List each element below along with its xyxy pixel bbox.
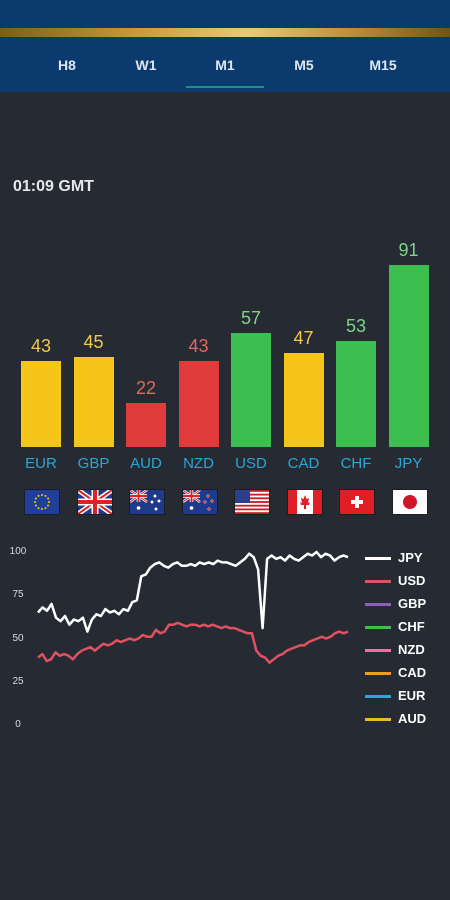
- bar-gbp: [73, 357, 114, 447]
- series-line-jpy: [37, 550, 349, 633]
- strength-line-chart: [37, 550, 349, 664]
- tab-w1[interactable]: W1: [135, 57, 157, 73]
- bar-chf: [336, 341, 376, 447]
- tab-m[interactable]: M: [416, 50, 450, 90]
- bar-label-eur: EUR: [25, 455, 57, 472]
- switzerland-flag-icon[interactable]: [339, 489, 375, 515]
- new-zealand-flag-icon[interactable]: [181, 489, 218, 515]
- legend-item-cad[interactable]: CAD: [365, 663, 445, 683]
- bar-value-cad: 47: [293, 328, 314, 348]
- tab-m1[interactable]: M1: [186, 50, 264, 90]
- bar-label-gbp: GBP: [77, 455, 110, 472]
- legend-label: NZD: [398, 642, 425, 657]
- uk-flag-icon[interactable]: [76, 489, 113, 515]
- legend-swatch: [365, 672, 391, 675]
- bar-eur: [21, 361, 61, 447]
- japan-flag-icon[interactable]: [391, 489, 428, 515]
- y-tick-label: 25: [12, 675, 24, 687]
- canada-flag-icon[interactable]: [286, 489, 323, 515]
- legend-item-usd[interactable]: USD: [365, 571, 445, 591]
- y-tick-label: 50: [12, 632, 24, 644]
- gold-accent-stripe: [0, 28, 450, 37]
- legend-swatch: [365, 626, 391, 629]
- bar-label-cad: CAD: [287, 455, 320, 472]
- bar-nzd: [178, 361, 219, 447]
- y-tick-label: 0: [15, 719, 21, 730]
- tab-h8[interactable]: H8: [58, 57, 76, 73]
- legend-item-jpy[interactable]: JPY: [365, 548, 445, 568]
- bar-usd: [231, 333, 271, 447]
- legend-swatch: [365, 718, 391, 721]
- bar-label-aud: AUD: [130, 455, 162, 472]
- legend-item-aud[interactable]: AUD: [365, 709, 445, 729]
- bar-value-gbp: 45: [83, 332, 104, 352]
- bar-value-nzd: 43: [188, 336, 209, 356]
- bar-value-usd: 57: [240, 308, 262, 328]
- legend-label: CAD: [398, 665, 427, 680]
- y-tick-label: 75: [12, 589, 24, 601]
- eu-flag-icon[interactable]: [24, 489, 60, 515]
- y-tick-label: 100: [9, 546, 27, 557]
- legend-item-eur[interactable]: EUR: [365, 686, 445, 706]
- legend-swatch: [365, 649, 391, 652]
- legend-label: CHF: [398, 619, 425, 634]
- legend-item-chf[interactable]: CHF: [365, 617, 445, 637]
- legend-label: EUR: [398, 688, 426, 703]
- bar-jpy: [388, 265, 429, 447]
- legend-swatch: [365, 695, 391, 698]
- legend-swatch: [365, 557, 391, 560]
- time-label: 01:09 GMT: [13, 178, 94, 195]
- legend-swatch: [365, 580, 391, 583]
- bar-value-eur: 43: [30, 336, 52, 356]
- legend-swatch: [365, 603, 391, 606]
- tab-m5[interactable]: M5: [294, 57, 314, 73]
- usa-flag-icon[interactable]: [234, 489, 270, 515]
- bar-value-chf: 53: [345, 316, 367, 336]
- legend-label: GBP: [398, 596, 427, 611]
- timeframe-tabs: H8 W1 M1 M5 M15 M: [0, 50, 450, 90]
- legend-label: AUD: [398, 711, 427, 726]
- tab-m15[interactable]: M15: [369, 57, 397, 73]
- bar-aud: [126, 403, 166, 447]
- bar-value-aud: 22: [135, 378, 157, 398]
- legend-label: USD: [398, 573, 426, 588]
- app-header: H8 W1 M1 M5 M15 M: [0, 0, 450, 92]
- series-line-usd: [37, 621, 349, 664]
- legend-label: JPY: [398, 550, 423, 565]
- bar-value-jpy: 91: [398, 240, 419, 260]
- legend-item-gbp[interactable]: GBP: [365, 594, 445, 614]
- bar-cad: [283, 353, 324, 447]
- bar-label-usd: USD: [235, 455, 267, 472]
- legend-item-nzd[interactable]: NZD: [365, 640, 445, 660]
- australia-flag-icon[interactable]: [129, 489, 165, 515]
- bar-label-chf: CHF: [340, 455, 372, 472]
- bar-label-jpy: JPY: [394, 455, 423, 472]
- bar-label-nzd: NZD: [183, 455, 214, 472]
